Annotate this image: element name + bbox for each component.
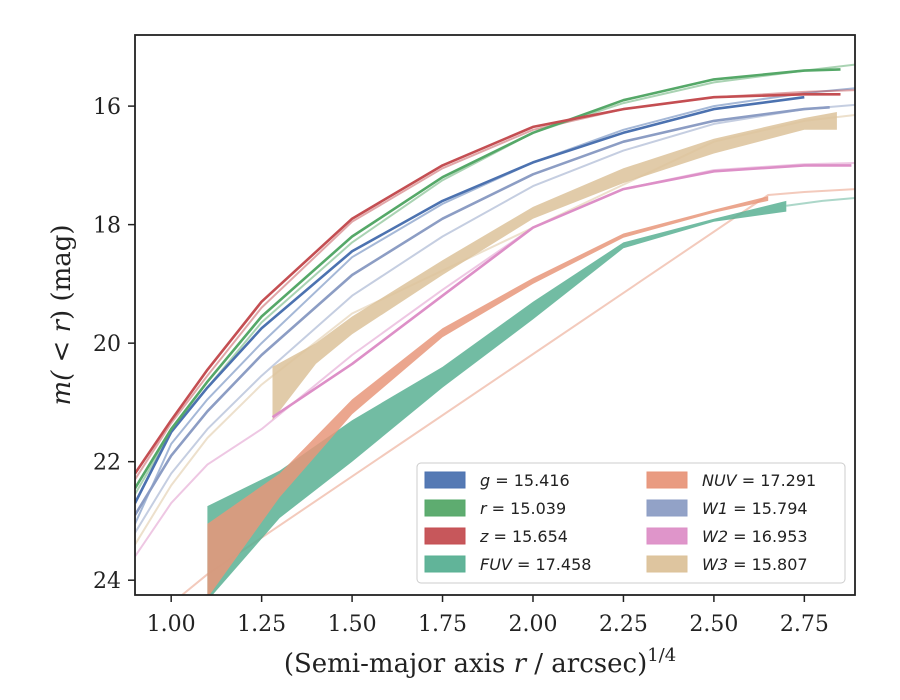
legend-label-w3: W3 = 15.807 [702,555,808,574]
series-layer [135,63,855,595]
y-tick-label: 24 [93,569,121,594]
legend-label-w2: W2 = 16.953 [702,527,808,546]
y-axis: 16 18 20 22 24 [93,95,135,594]
x-tick-label: 2.25 [599,612,648,637]
model-curve-g [135,87,855,525]
legend-swatch-fuv [424,555,466,573]
data-curve-r [135,68,841,489]
model-curve-w1 [135,103,855,534]
plot-frame [134,34,856,596]
model-curve-nuv [180,188,855,595]
x-tick-label: 2.75 [780,612,829,637]
y-tick-label: 20 [93,332,121,357]
legend-swatch-g [424,471,466,489]
x-tick-label: 2.00 [508,612,557,637]
data-curve-z [135,93,841,475]
legend: g = 15.416 r = 15.039 z = 15.654 FUV = 17.4… [416,462,846,584]
data-curve-w2 [271,164,852,419]
x-tick-label: 1.75 [418,612,467,637]
y-tick-label: 18 [93,214,121,239]
legend-swatch-w2 [646,527,688,545]
legend-swatch-z [424,527,466,545]
y-tick-label: 22 [93,451,121,476]
legend-label-nuv: NUV = 17.291 [702,471,816,490]
y-axis-title: m( < r) (mag) [47,224,77,405]
legend-label-w1: W1 = 15.794 [702,499,808,518]
x-tick-label: 1.50 [328,612,377,637]
legend-label-z: z = 15.654 [479,527,568,546]
x-tick-label: 1.00 [147,612,196,637]
legend-swatch-nuv [646,471,688,489]
legend-swatch-w3 [646,555,688,573]
x-tick-label: 1.25 [237,612,286,637]
data-curve-g [135,95,805,504]
legend-label-g: g = 15.416 [480,471,570,490]
data-curve-w1 [135,106,830,516]
y-tick-label: 16 [93,95,121,120]
x-axis-title: (Semi-major axis r / arcsec)1/4 [284,645,676,679]
legend-swatch-r [424,499,466,517]
x-axis: 1.00 1.25 1.50 1.75 2.00 2.25 2.50 2.75 [147,595,829,637]
model-curve-fuv [786,197,855,207]
legend-label-fuv: FUV = 17.458 [480,555,591,574]
legend-label-r: r = 15.039 [480,499,566,518]
legend-frame [416,462,846,584]
legend-swatch-w1 [646,499,688,517]
x-tick-label: 2.50 [689,612,738,637]
